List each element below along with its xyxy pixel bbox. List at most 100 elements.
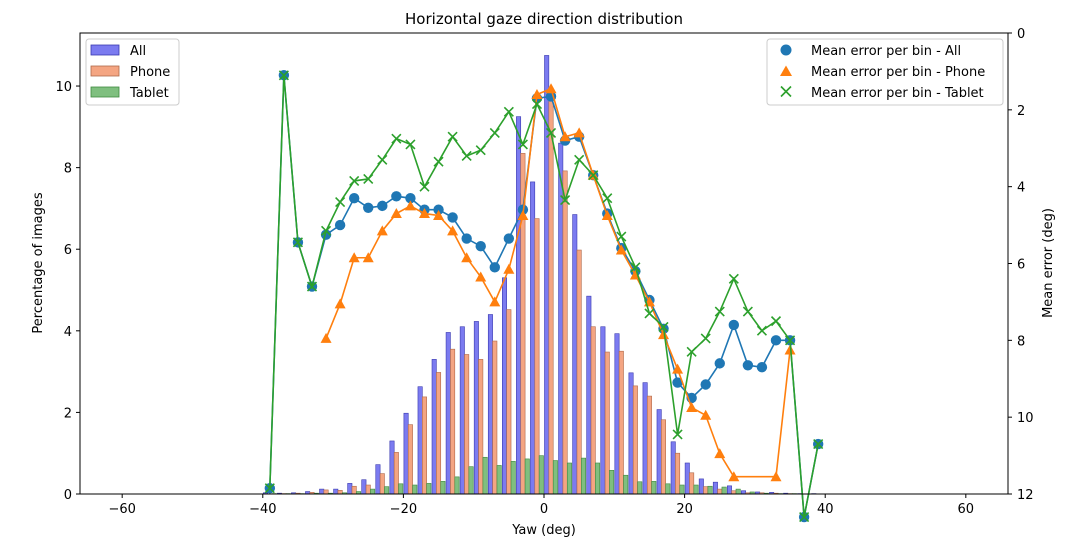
marker-mean-error-tablet (728, 273, 739, 284)
bar-tablet (581, 457, 586, 495)
marker-mean-error-all (348, 192, 360, 204)
bar-phone (661, 419, 667, 495)
bar-phone (689, 472, 695, 495)
bar-tablet (693, 484, 699, 495)
bar-phone (407, 424, 413, 495)
bar-phone (675, 452, 681, 495)
marker-mean-error-all (377, 200, 388, 212)
bar-all (502, 277, 507, 495)
bar-phone (478, 359, 484, 495)
bar-phone (351, 485, 357, 495)
bar-all (403, 412, 409, 495)
y-tick-label: 8 (64, 162, 72, 177)
bar-phone (562, 170, 568, 495)
marker-mean-error-all (672, 377, 683, 388)
legend-label-tablet: Tablet (129, 86, 169, 101)
bar-tablet (370, 488, 376, 495)
line-mean-error-all (269, 75, 819, 518)
bar-phone (576, 249, 582, 495)
marker-mean-error-all (756, 362, 768, 373)
legend-right-frame (766, 38, 1004, 106)
bar-tablet (454, 476, 460, 495)
marker-mean-error-tablet (433, 156, 444, 167)
bar-phone (506, 309, 512, 495)
marker-mean-error-tablet (278, 70, 289, 81)
marker-mean-error-tablet (320, 225, 332, 236)
bar-all (656, 409, 662, 495)
bar-tablet (721, 486, 727, 495)
marker-mean-error-phone (728, 471, 740, 482)
y2-axis: 0 2 4 6 8 10 12 (1008, 27, 1034, 503)
marker-mean-error-tablet (292, 237, 304, 248)
line-mean-error-tablet (269, 75, 819, 518)
bar-all (670, 441, 676, 495)
marker-mean-error-tablet (588, 170, 599, 181)
y-tick-label: 0 (64, 488, 72, 503)
marker-mean-error-tablet (306, 281, 318, 292)
bar-all (726, 485, 732, 495)
x-tick-label: −40 (249, 502, 276, 517)
legend-marker-phone (780, 65, 792, 76)
bar-phone (337, 490, 343, 495)
marker-mean-error-tablet (714, 306, 725, 317)
lines-layer (264, 70, 824, 523)
y-tick-label: 2 (64, 406, 72, 421)
marker-mean-error-phone (615, 244, 627, 255)
bar-tablet (412, 484, 418, 495)
marker-mean-error-all (405, 192, 416, 204)
x-axis: −60 −40 −20 0 20 40 60 (108, 494, 974, 517)
bar-tablet (384, 486, 390, 495)
marker-mean-error-tablet (813, 438, 824, 450)
bar-tablet (735, 488, 741, 495)
marker-mean-error-tablet (644, 308, 655, 319)
y2-axis-label: Mean error (deg) (1041, 208, 1056, 318)
bar-phone (703, 486, 709, 495)
marker-mean-error-all (742, 360, 754, 371)
marker-mean-error-all (433, 204, 444, 215)
marker-mean-error-all (363, 202, 374, 213)
bar-all (319, 488, 325, 495)
legend-label-mean-all: Mean error per bin - All (811, 44, 961, 59)
bar-all (712, 481, 718, 495)
bar-all (698, 478, 704, 495)
bar-tablet (609, 470, 615, 495)
bar-phone (450, 348, 456, 495)
bar-tablet (552, 460, 558, 495)
x-tick-label: 20 (676, 502, 693, 517)
marker-mean-error-phone (700, 409, 712, 420)
bar-all (628, 372, 634, 495)
x-tick-label: 0 (540, 502, 548, 517)
bar-tablet (651, 481, 657, 495)
bar-phone (379, 473, 385, 495)
bar-tablet (665, 483, 671, 495)
marker-mean-error-all (447, 212, 458, 223)
x-tick-label: 40 (817, 502, 834, 517)
marker-mean-error-phone (320, 332, 332, 343)
y-tick-label: 10 (55, 80, 72, 95)
y-tick-label: 4 (64, 325, 72, 340)
legend-marker-tablet (780, 85, 792, 98)
marker-mean-error-phone (531, 88, 543, 99)
marker-mean-error-phone (517, 209, 529, 220)
marker-mean-error-phone (559, 131, 571, 142)
x-axis-label: Yaw (deg) (511, 523, 576, 538)
marker-mean-error-tablet (742, 306, 753, 317)
marker-mean-error-all (320, 229, 332, 240)
bar-tablet (566, 462, 572, 495)
bar-tablet (510, 461, 516, 495)
bar-all (445, 332, 451, 495)
bar-all (586, 295, 592, 495)
bar-phone (717, 488, 723, 495)
marker-mean-error-tablet (349, 175, 360, 186)
marker-mean-error-all (489, 262, 500, 273)
bar-phone (365, 484, 371, 495)
marker-mean-error-tablet (700, 333, 711, 344)
marker-mean-error-phone (545, 83, 557, 94)
marker-mean-error-tablet (264, 483, 275, 494)
marker-mean-error-phone (686, 402, 698, 413)
marker-mean-error-tablet (770, 316, 782, 327)
marker-mean-error-phone (672, 363, 684, 374)
bar-all (600, 326, 606, 495)
legend-left: All Phone Tablet (85, 38, 180, 106)
